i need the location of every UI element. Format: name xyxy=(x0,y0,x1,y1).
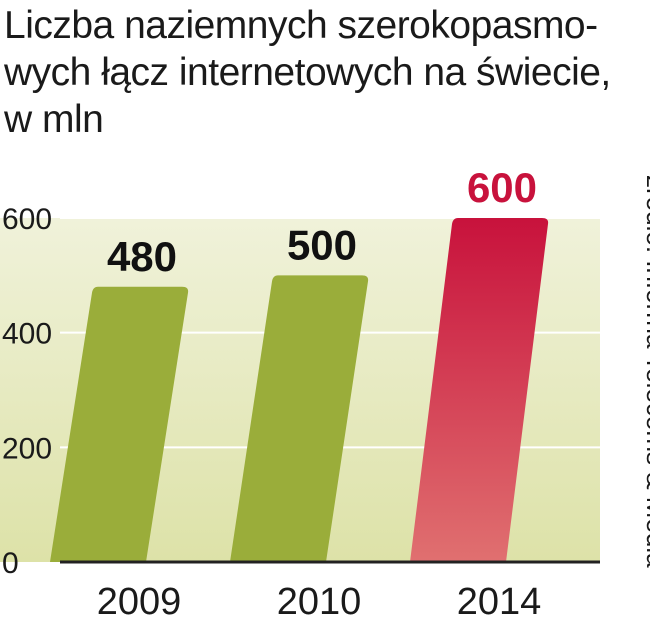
x-tick-label-2009: 2009 xyxy=(97,581,182,623)
data-label-2014: 600 xyxy=(467,164,537,211)
y-tick-label-600: 600 xyxy=(2,203,52,236)
bar-2014 xyxy=(410,218,549,562)
title-line-3: w mln xyxy=(4,98,104,141)
data-label-2009: 480 xyxy=(107,233,177,280)
y-tick-label-0: 0 xyxy=(2,547,19,580)
y-tick-label-400: 400 xyxy=(2,318,52,351)
chart-title: Liczba naziemnych szerokopasmo- wych łąc… xyxy=(4,2,614,143)
x-tick-label-2010: 2010 xyxy=(277,581,362,623)
bar-2009 xyxy=(50,286,189,562)
x-tick-label-2014: 2014 xyxy=(457,581,542,623)
bar-2010 xyxy=(230,275,369,562)
title-line-1: Liczba naziemnych szerokopasmo- xyxy=(4,4,598,47)
data-label-2010: 500 xyxy=(287,221,357,268)
source-note: źródło: Informa Telecoms & Media xyxy=(641,175,650,568)
y-tick-label-200: 200 xyxy=(2,432,52,465)
title-line-2: wych łącz internetowych na świecie, xyxy=(4,51,611,94)
